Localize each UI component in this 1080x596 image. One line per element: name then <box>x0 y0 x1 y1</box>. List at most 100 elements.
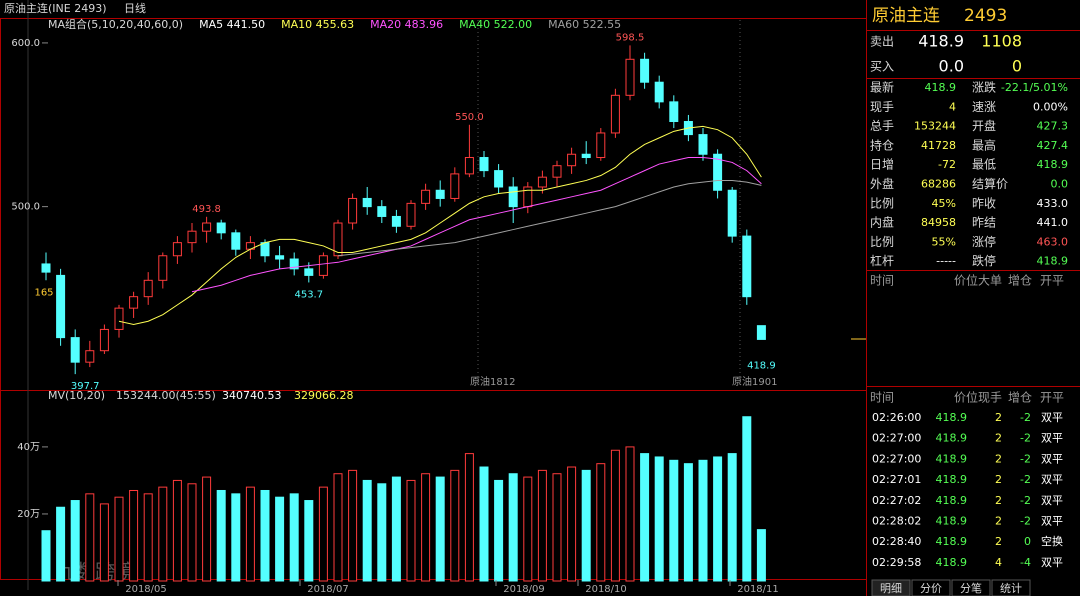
stat-value: 427.4 <box>1037 139 1069 152</box>
volume-bar <box>41 530 51 582</box>
candle-body <box>99 328 109 352</box>
stat-label: 外盘 <box>870 176 894 191</box>
candle-body <box>479 157 489 172</box>
quote-title: 原油主连 <box>872 6 940 26</box>
candle-body <box>698 134 708 155</box>
trade-cell: 418.9 <box>936 452 968 465</box>
volume-legend: MV(10,20) <box>48 389 105 402</box>
stat-value: ----- <box>936 255 956 268</box>
tab[interactable] <box>911 579 951 596</box>
candle-body <box>318 255 328 276</box>
volume-bar <box>640 453 650 582</box>
stat-label: 杠杆 <box>870 253 894 268</box>
volume-bar <box>756 529 766 582</box>
volume-bar <box>143 493 153 582</box>
price-annotation: 165 <box>34 287 53 298</box>
table-header: 时间 <box>870 391 894 405</box>
tab[interactable] <box>991 579 1031 596</box>
candle-body <box>172 242 182 257</box>
candle-body <box>625 58 635 96</box>
volume-bar <box>625 446 635 582</box>
y-tick-label: 600.0 <box>11 38 40 49</box>
trade-cell: 418.9 <box>936 535 968 548</box>
stat-label: 开盘 <box>972 118 996 133</box>
volume-bar <box>245 486 255 582</box>
volume-bar <box>450 469 460 582</box>
tab-label[interactable]: 分价 <box>920 582 942 595</box>
ma-legend: MA20 483.96 <box>370 18 443 31</box>
trade-cell: 02:29:58 <box>872 556 921 569</box>
volume-bar <box>610 449 620 582</box>
volume-bar <box>56 506 66 582</box>
volume-bar <box>537 469 547 582</box>
ma-legend: MA组合(5,10,20,40,60,0) <box>48 17 183 31</box>
stat-value: 463.0 <box>1037 235 1069 248</box>
quote-code: 2493 <box>964 6 1007 26</box>
candle-body <box>610 94 620 134</box>
stat-label: 最新 <box>870 80 894 95</box>
volume-bar <box>479 466 489 582</box>
volume-bar <box>523 476 533 582</box>
table-header: 现手 <box>978 391 1002 405</box>
volume-bar <box>129 489 139 582</box>
trade-cell: 418.9 <box>936 556 968 569</box>
stat-label: 日增 <box>870 158 894 172</box>
stat-value: 0.0 <box>1051 178 1069 191</box>
candle-body <box>216 222 226 234</box>
quote-volume: 1108 <box>981 32 1022 51</box>
contract-label: 原油1901 <box>732 375 777 388</box>
quote-volume: 0 <box>1012 57 1022 76</box>
x-tick-label: 2018/10 <box>585 584 627 595</box>
volume-bar <box>377 483 387 582</box>
tab-label[interactable]: 分笔 <box>960 581 982 595</box>
candle-body <box>377 206 387 217</box>
table-header: 开平 <box>1040 391 1064 405</box>
tab-label[interactable]: 明细 <box>880 582 902 595</box>
stat-label: 最高 <box>972 137 996 152</box>
table-header: 开平 <box>1040 274 1064 288</box>
price-annotation: 493.8 <box>192 204 221 215</box>
instrument-title: 原油主连(INE 2493) <box>4 1 107 15</box>
volume-bar <box>669 459 679 582</box>
quote-label: 卖出 <box>870 35 894 49</box>
volume-bar <box>552 473 562 582</box>
trade-cell: 双平 <box>1041 556 1063 569</box>
volume-bar <box>421 473 431 582</box>
trade-cell: 418.9 <box>936 494 968 507</box>
stat-label: 最低 <box>972 158 996 172</box>
volume-bar <box>713 456 723 582</box>
candle-body <box>567 153 577 167</box>
candle-body <box>756 325 766 340</box>
period-selector[interactable]: 日线 <box>124 1 146 15</box>
trade-cell: 02:27:00 <box>872 452 921 465</box>
trade-cell: 2 <box>995 494 1002 507</box>
trade-cell: 418.9 <box>936 432 968 445</box>
table-header: 时间 <box>870 274 894 288</box>
stat-value: 153244 <box>914 120 956 133</box>
tab[interactable] <box>951 579 991 596</box>
stat-label: 跌停 <box>972 253 996 268</box>
candle-body <box>56 274 66 339</box>
volume-bar <box>172 479 182 582</box>
ma-legend: MA5 441.50 <box>199 18 265 31</box>
volume-bar <box>508 473 518 582</box>
x-tick-label: 2018/11 <box>737 584 779 595</box>
trade-cell: 双平 <box>1041 494 1063 507</box>
stat-label: 现手 <box>870 100 894 114</box>
candle-body <box>391 215 401 227</box>
volume-bar <box>581 469 591 582</box>
tab[interactable] <box>871 579 911 596</box>
trade-cell: 418.9 <box>936 515 968 528</box>
volume-legend: 153244.00(45:55) <box>116 389 216 402</box>
tab-label[interactable]: 统计 <box>1000 582 1022 595</box>
ma-line <box>337 179 762 257</box>
table-header: 价位 <box>954 273 978 288</box>
volume-bar <box>683 463 693 582</box>
trade-cell: 双平 <box>1041 432 1063 445</box>
stat-value: 418.9 <box>1037 255 1069 268</box>
quote-label: 买入 <box>870 60 894 74</box>
candle-body <box>143 279 153 298</box>
candle-body <box>669 101 679 123</box>
candle-body <box>713 153 723 191</box>
trade-cell: 双平 <box>1041 411 1063 424</box>
